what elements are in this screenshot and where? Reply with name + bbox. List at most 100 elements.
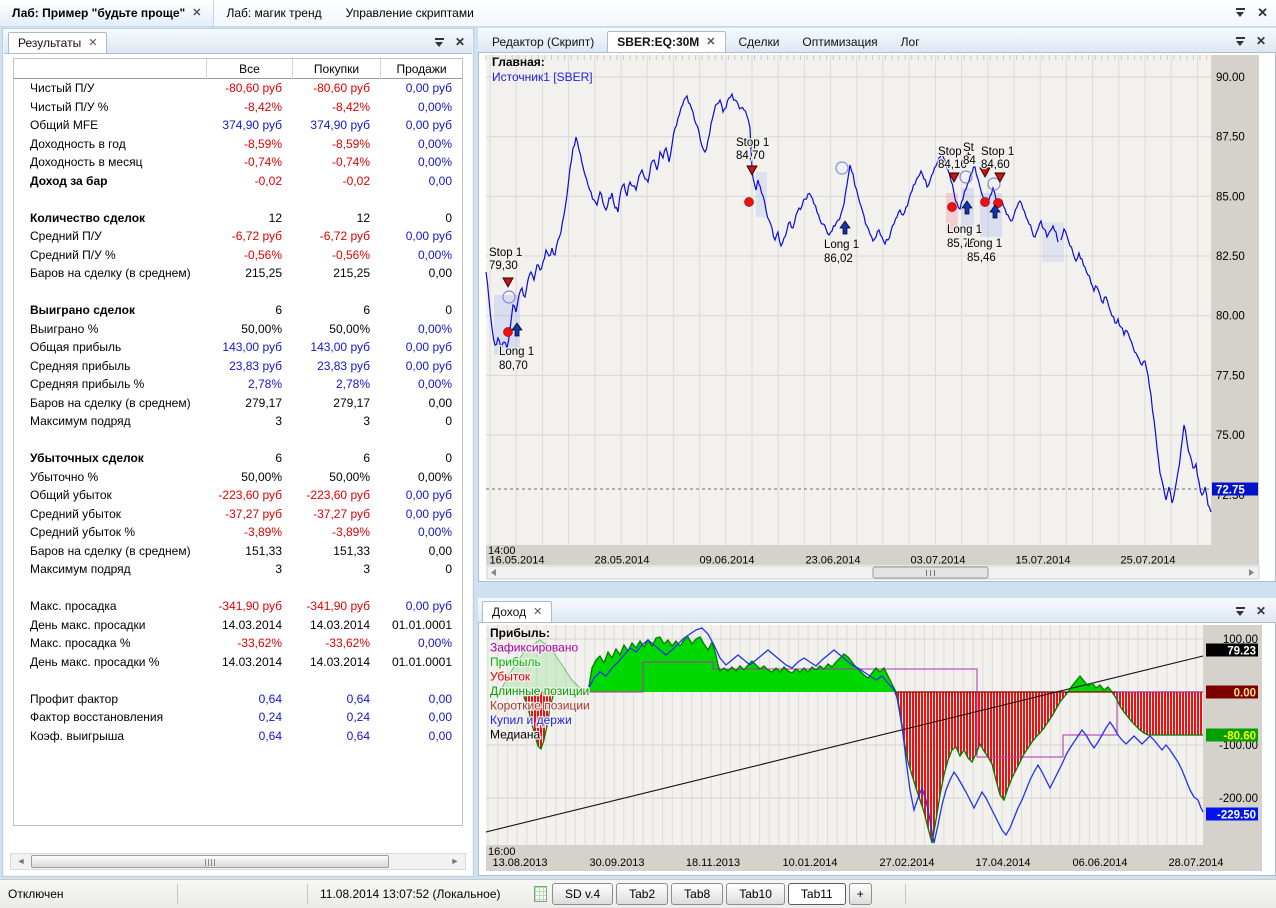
chart-tab-1[interactable]: SBER:EQ:30M✕ <box>607 31 725 52</box>
add-workspace-tab-button[interactable]: + <box>849 883 872 905</box>
table-row[interactable]: Убыточно %50,00%50,00%0,00% <box>14 468 462 487</box>
table-row[interactable]: Общая прибыль143,00 руб143,00 руб0,00 ру… <box>14 338 462 357</box>
workspace-tab-4[interactable]: Tab11 <box>788 883 846 905</box>
table-row[interactable]: Средний убыток %-3,89%-3,89%0,00% <box>14 523 462 542</box>
scrollbar-thumb[interactable] <box>873 567 988 578</box>
row-label: Макс. просадка <box>14 597 206 616</box>
row-value: 14.03.2014 <box>292 653 380 672</box>
tab-close-icon[interactable]: ✕ <box>706 37 715 48</box>
table-row[interactable]: Средний П/У %-0,56%-0,56%0,00% <box>14 246 462 265</box>
chart-tab-4[interactable]: Лог <box>891 31 930 52</box>
tab-close-icon[interactable]: ✕ <box>192 8 201 19</box>
table-row[interactable]: День макс. просадки %14.03.201414.03.201… <box>14 653 462 672</box>
table-row[interactable]: Фактор восстановления0,240,240,00 <box>14 708 462 727</box>
results-table[interactable]: ВсеПокупкиПродажиЧистый П/У-80,60 руб-80… <box>13 58 463 826</box>
scroll-left-icon[interactable]: ◄ <box>15 856 27 867</box>
table-row[interactable]: Профит фактор0,640,640,00 <box>14 690 462 709</box>
price-chart[interactable]: Stop 179,30Stop 184,70Stop 184,16St84Sto… <box>478 52 1276 582</box>
scroll-right-icon[interactable]: ► <box>449 856 461 867</box>
income-chart-svg[interactable]: Прибыль:ЗафиксированоПрибыльУбытокДлинны… <box>479 623 1275 875</box>
price-chart-svg[interactable]: Stop 179,30Stop 184,70Stop 184,16St84Sto… <box>479 53 1275 581</box>
table-row[interactable]: Максимум подряд330 <box>14 560 462 579</box>
income-menu-icon[interactable] <box>1236 607 1245 616</box>
window-tab-1[interactable]: Лаб: магик тренд <box>214 0 333 26</box>
window-tab-2[interactable]: Управление скриптами <box>334 0 486 26</box>
row-value: 0 <box>380 209 462 228</box>
table-row[interactable]: Макс. просадка %-33,62%-33,62%0,00% <box>14 634 462 653</box>
row-value: 0,00% <box>380 246 462 265</box>
income-close-icon[interactable]: ✕ <box>1256 605 1266 618</box>
row-label: Доход за бар <box>14 172 206 191</box>
row-label: Убыточных сделок <box>14 449 206 468</box>
chart-tab-2[interactable]: Сделки <box>729 31 790 52</box>
scrollbar-thumb[interactable] <box>31 855 389 868</box>
x-axis-date-label: 23.06.2014 <box>805 555 860 567</box>
log-journal-icon[interactable] <box>534 886 547 902</box>
table-row[interactable]: День макс. просадки14.03.201414.03.20140… <box>14 616 462 635</box>
stop-marker-label: 84,60 <box>981 159 1010 171</box>
chart-close-icon[interactable]: ✕ <box>1256 35 1266 48</box>
exit-dot-icon <box>745 198 754 207</box>
table-row-blank[interactable] <box>14 579 462 598</box>
workspace-tab-2[interactable]: Tab8 <box>671 883 723 905</box>
chart-tab-3[interactable]: Оптимизация <box>792 31 887 52</box>
table-row[interactable]: Количество сделок12120 <box>14 209 462 228</box>
table-row-blank[interactable] <box>14 671 462 690</box>
table-row[interactable]: Средний П/У-6,72 руб-6,72 руб0,00 руб <box>14 227 462 246</box>
row-value: -0,56% <box>206 246 292 265</box>
table-row[interactable]: Доходность в месяц-0,74%-0,74%0,00% <box>14 153 462 172</box>
income-legend-item: Короткие позиции <box>490 699 590 713</box>
window-menu-icon[interactable] <box>1236 8 1245 17</box>
results-close-icon[interactable]: ✕ <box>455 36 465 49</box>
table-row[interactable]: Чистый П/У-80,60 руб-80,60 руб0,00 руб <box>14 79 462 98</box>
table-row[interactable]: Общий убыток-223,60 руб-223,60 руб0,00 р… <box>14 486 462 505</box>
row-value: -8,42% <box>206 98 292 117</box>
row-value: -0,56% <box>292 246 380 265</box>
long-marker-label: Long 1 <box>499 346 534 358</box>
workspace-tab-0[interactable]: SD v.4 <box>552 883 613 905</box>
table-row[interactable]: Общий MFE374,90 руб374,90 руб0,00 руб <box>14 116 462 135</box>
workspace-tab-3[interactable]: Tab10 <box>726 883 785 905</box>
table-row[interactable]: Баров на сделку (в среднем)151,33151,330… <box>14 542 462 561</box>
table-row[interactable]: Средний убыток-37,27 руб-37,27 руб0,00 р… <box>14 505 462 524</box>
row-value: 0,00 руб <box>380 486 462 505</box>
table-row-blank[interactable] <box>14 283 462 302</box>
table-row[interactable]: Убыточных сделок660 <box>14 449 462 468</box>
workspace-tab-1[interactable]: Tab2 <box>616 883 668 905</box>
row-value: 23,83 руб <box>292 357 380 376</box>
tab-close-icon[interactable]: ✕ <box>533 607 542 618</box>
row-value: 374,90 руб <box>206 116 292 135</box>
chart-tab-0[interactable]: Редактор (Скрипт) <box>482 31 604 52</box>
table-row[interactable]: Выиграно сделок660 <box>14 301 462 320</box>
tab-close-icon[interactable]: ✕ <box>88 38 97 49</box>
row-label: Доходность в год <box>14 135 206 154</box>
row-value: 0 <box>380 301 462 320</box>
last-price-value: 72.75 <box>1216 485 1245 497</box>
table-row[interactable]: Макс. просадка-341,90 руб-341,90 руб0,00… <box>14 597 462 616</box>
table-row[interactable]: Выиграно %50,00%50,00%0,00% <box>14 320 462 339</box>
x-axis-date-label: 27.02.2014 <box>879 857 934 869</box>
results-hscrollbar[interactable]: ◄ ► <box>10 853 466 870</box>
results-menu-icon[interactable] <box>435 38 444 47</box>
workspace-tabs: SD v.4Tab2Tab8Tab10Tab11+ <box>552 883 872 905</box>
table-row[interactable]: Средняя прибыль23,83 руб23,83 руб0,00 ру… <box>14 357 462 376</box>
income-chart[interactable]: Прибыль:ЗафиксированоПрибыльУбытокДлинны… <box>478 622 1276 876</box>
table-row[interactable]: Максимум подряд330 <box>14 412 462 431</box>
row-value: -3,89% <box>206 523 292 542</box>
stop-marker-label: 84 <box>963 155 976 167</box>
table-row-blank[interactable] <box>14 431 462 450</box>
stop-marker-label: 84,70 <box>736 150 765 162</box>
table-row[interactable]: Средняя прибыль %2,78%2,78%0,00% <box>14 375 462 394</box>
table-row[interactable]: Баров на сделку (в среднем)279,17279,170… <box>14 394 462 413</box>
table-row[interactable]: Доход за бар-0,02-0,020,00 <box>14 172 462 191</box>
window-tab-0[interactable]: Лаб: Пример "будьте проще"✕ <box>0 0 214 26</box>
window-close-icon[interactable]: ✕ <box>1257 6 1268 19</box>
results-tab-0[interactable]: Результаты✕ <box>8 32 107 53</box>
income-tab-0[interactable]: Доход✕ <box>482 601 552 622</box>
table-row[interactable]: Коэф. выигрыша0,640,640,00 <box>14 727 462 746</box>
chart-menu-icon[interactable] <box>1236 37 1245 46</box>
table-row[interactable]: Баров на сделку (в среднем)215,25215,250… <box>14 264 462 283</box>
table-row[interactable]: Доходность в год-8,59%-8,59%0,00% <box>14 135 462 154</box>
table-row-blank[interactable] <box>14 190 462 209</box>
table-row[interactable]: Чистый П/У %-8,42%-8,42%0,00% <box>14 98 462 117</box>
